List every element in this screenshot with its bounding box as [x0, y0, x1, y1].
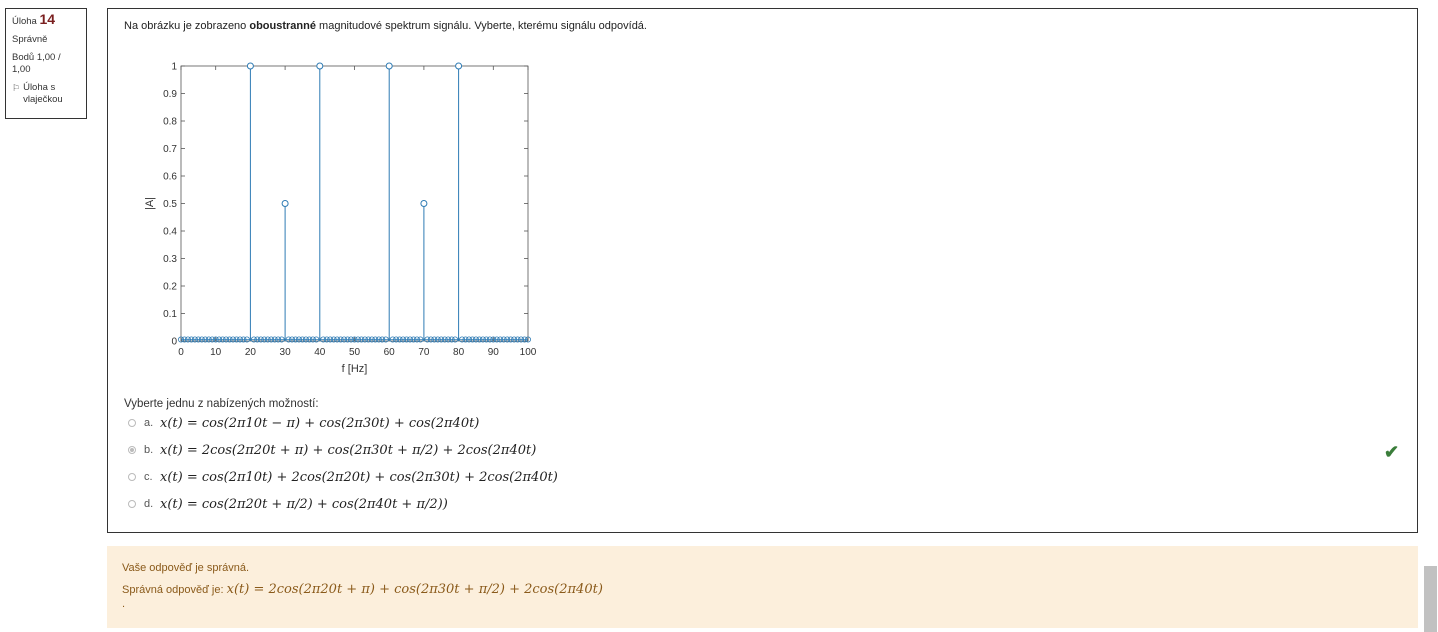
answer-prompt: Vyberte jednu z nabízených možností: [124, 398, 319, 410]
stem-marker [316, 62, 324, 70]
plot-frame [180, 65, 529, 342]
question-number-value: 14 [39, 11, 56, 27]
radio-button-a[interactable] [128, 419, 136, 427]
question-info-panel: Úloha 14 Správně Bodů 1,00 / 1,00 ⚐ Úloh… [5, 8, 87, 119]
option-letter-a: a. [144, 417, 154, 429]
y-tick-label: 0.9 [163, 89, 177, 100]
option-formula-d: x(t) = cos(2π20t + π/2) + cos(2π40t + π/… [160, 496, 448, 512]
flag-question-toggle[interactable]: ⚐ Úloha s vlaječkou [12, 82, 80, 106]
y-axis-label: |A| [144, 197, 156, 210]
option-formula-c: x(t) = cos(2π10t) + 2cos(2π20t) + cos(2π… [160, 469, 558, 485]
x-tick-label: 50 [349, 347, 361, 358]
y-tick-label: 0.6 [163, 172, 177, 183]
stem-marker [420, 200, 428, 207]
y-tick-label: 0.7 [163, 144, 177, 155]
answer-option-b[interactable]: b. x(t) = 2cos(2π20t + π) + cos(2π30t + … [128, 441, 536, 459]
option-letter-c: c. [144, 471, 153, 483]
question-text-after: magnitudové spektrum signálu. Vyberte, k… [315, 20, 647, 32]
x-tick-label: 40 [314, 347, 326, 358]
y-tick-label: 0.1 [163, 309, 177, 320]
radio-button-c[interactable] [128, 473, 136, 481]
flag-icon: ⚐ [12, 83, 21, 93]
question-number: Úloha 14 [12, 11, 80, 28]
flag-question-label: Úloha s vlaječkou [23, 82, 63, 105]
feedback-result: Vaše odpověď je správná. [122, 562, 250, 574]
feedback-correct-label: Správná odpověď je: [122, 584, 227, 596]
y-tick-label: 1 [171, 62, 177, 73]
option-letter-d: d. [144, 498, 154, 510]
feedback-correct-formula: x(t) = 2cos(2π20t + π) + cos(2π30t + π/2… [226, 582, 603, 597]
question-state: Správně [12, 34, 48, 45]
y-tick-label: 0 [171, 337, 177, 348]
stem-marker [246, 62, 254, 70]
y-tick-label: 0.4 [163, 227, 177, 238]
stem-marker [281, 200, 289, 207]
option-formula-b: x(t) = 2cos(2π20t + π) + cos(2π30t + π/2… [160, 442, 537, 458]
x-axis-label: f [Hz] [342, 363, 368, 375]
x-tick-label: 0 [178, 347, 184, 358]
stem-marker [385, 62, 393, 70]
x-tick-label: 20 [245, 347, 257, 358]
option-letter-b: b. [144, 444, 154, 456]
option-formula-a: x(t) = cos(2π10t − π) + cos(2π30t) + cos… [160, 415, 480, 431]
y-tick-label: 0.3 [163, 254, 177, 265]
y-tick-label: 0.2 [163, 282, 177, 293]
x-tick-label: 80 [453, 347, 465, 358]
spectrum-chart: 0 10 20 30 40 50 60 70 80 90 100 0 0.1 0.2 0.3 0.4 0.5 0.… [144, 62, 537, 376]
question-text: Na obrázku je zobrazeno oboustranné magn… [124, 20, 647, 32]
feedback-trailing-dot: . [122, 598, 126, 610]
question-grade: Bodů 1,00 / 1,00 [12, 52, 61, 75]
question-content: Na obrázku je zobrazeno oboustranné magn… [107, 8, 1418, 533]
answer-option-a[interactable]: a. x(t) = cos(2π10t − π) + cos(2π30t) + … [128, 414, 479, 432]
question-number-label: Úloha [12, 16, 37, 27]
x-tick-label: 90 [488, 347, 500, 358]
question-text-bold: oboustranné [249, 20, 316, 32]
y-tick-label: 0.8 [163, 117, 177, 128]
answer-option-c[interactable]: c. x(t) = cos(2π10t) + 2cos(2π20t) + cos… [128, 468, 558, 486]
checkmark-icon: ✔ [1384, 442, 1400, 462]
y-tick-label: 0.5 [163, 199, 177, 210]
radio-button-d[interactable] [128, 500, 136, 508]
x-tick-label: 60 [384, 347, 396, 358]
x-tick-label: 10 [210, 347, 222, 358]
page-scrollbar[interactable] [1424, 566, 1437, 632]
feedback-correct-answer: Správná odpověď je: x(t) = 2cos(2π20t + … [122, 579, 1403, 601]
feedback-panel: Vaše odpověď je správná. Správná odpověď… [107, 546, 1418, 628]
radio-button-b[interactable] [128, 446, 136, 454]
x-tick-label: 70 [418, 347, 430, 358]
answer-option-d[interactable]: d. x(t) = cos(2π20t + π/2) + cos(2π40t +… [128, 495, 448, 513]
question-text-before: Na obrázku je zobrazeno [124, 20, 250, 32]
x-tick-label: 100 [520, 347, 537, 358]
x-tick-label: 30 [280, 347, 292, 358]
stem-marker [455, 62, 463, 70]
